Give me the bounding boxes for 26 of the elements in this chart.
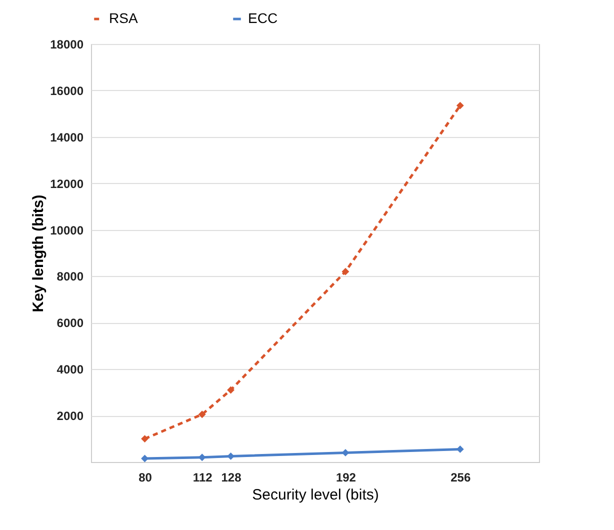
y-tick-label: 18000 <box>50 38 84 52</box>
y-tick-label: 8000 <box>56 270 84 284</box>
x-tick-label: 128 <box>221 470 242 484</box>
point <box>342 268 350 276</box>
y-tick-label: 10000 <box>50 223 84 238</box>
point <box>198 410 206 418</box>
legend-label: ECC <box>248 10 278 26</box>
y-tick-label: 2000 <box>56 409 84 424</box>
legend-label: RSA <box>109 10 138 26</box>
x-tick-label: 112 <box>192 470 213 484</box>
y-tick-label: 6000 <box>56 316 84 330</box>
y-tick-label: 16000 <box>50 84 84 98</box>
point <box>342 449 350 456</box>
y-tick-label: 14000 <box>50 130 84 144</box>
x-tick-label: 192 <box>336 470 356 484</box>
point <box>141 435 148 442</box>
y-tick-label: 12000 <box>50 176 84 191</box>
y-tick-label: 4000 <box>56 362 84 377</box>
point <box>456 446 464 453</box>
x-tick-label: 80 <box>138 470 152 484</box>
point <box>198 454 206 462</box>
y-axis-title: Key length (bits) <box>30 194 48 312</box>
x-tick-label: 256 <box>450 470 471 484</box>
point <box>227 452 234 460</box>
x-axis-title: Security level (bits) <box>252 486 379 504</box>
point <box>456 102 464 110</box>
